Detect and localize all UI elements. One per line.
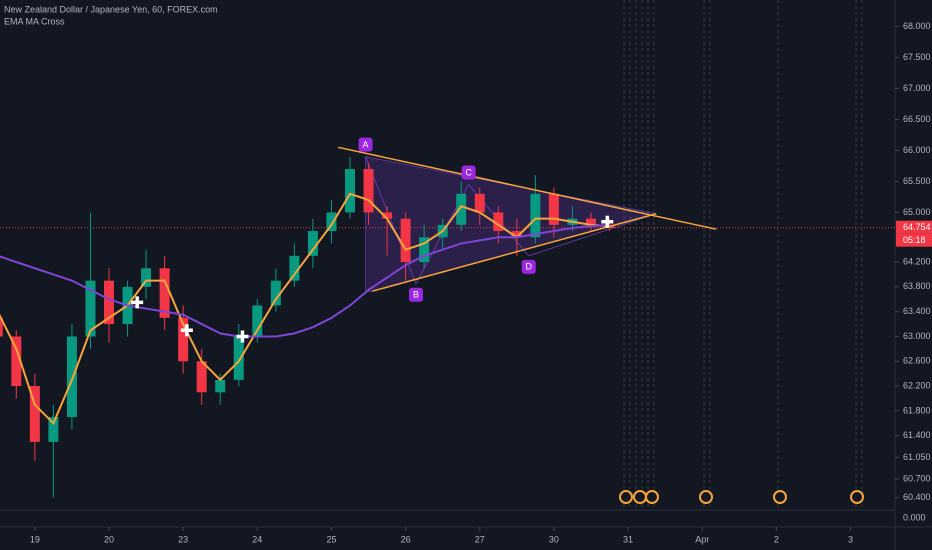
candle-body [326, 212, 337, 232]
candle-body [233, 336, 244, 380]
candle-body [215, 379, 226, 393]
candle-body [511, 231, 522, 238]
last-price-label: 64.754 [903, 222, 931, 232]
y-tick-label: 64.200 [903, 256, 931, 266]
candle-body [456, 193, 467, 225]
y-tick-label: 60.700 [903, 473, 931, 483]
candle-body [585, 218, 596, 225]
candle-body [66, 336, 77, 418]
candle-body [48, 417, 59, 442]
y-tick-label: 60.400 [903, 492, 931, 502]
ema-line [0, 192, 610, 426]
candle-body [419, 237, 430, 263]
x-tick-label: Apr [695, 534, 709, 544]
y-tick-label: 62.200 [903, 380, 931, 390]
cross-marker [180, 324, 193, 337]
x-tick-label: 24 [252, 534, 262, 544]
x-tick-label: 3 [848, 534, 853, 544]
pattern-point-label: C [465, 167, 472, 177]
cross-marker [601, 215, 614, 228]
pattern-zigzag [365, 156, 657, 285]
candle-body [104, 280, 115, 325]
y-tick-label: 61.400 [903, 430, 931, 440]
y-tick-label: 65.000 [903, 207, 931, 217]
candle-body [0, 317, 3, 337]
y-tick-label: 66.500 [903, 114, 931, 124]
candle-body [363, 169, 374, 213]
candle-body [548, 193, 559, 225]
candle-body [493, 212, 504, 232]
pattern-point-box [461, 165, 476, 180]
chart-title: New Zealand Dollar / Japanese Yen, 60, F… [4, 4, 218, 14]
pattern-point-box [521, 259, 536, 274]
y-tick-label: 63.000 [903, 331, 931, 341]
x-tick-label: 31 [623, 534, 633, 544]
candle-body [382, 212, 393, 219]
candle-body [141, 268, 152, 287]
pattern-point-box [358, 137, 373, 152]
events [619, 490, 864, 504]
x-tick-label: 30 [549, 534, 559, 544]
candle-body [270, 280, 281, 306]
y-tick-label: 61.800 [903, 405, 931, 415]
cross-marker [236, 330, 249, 343]
y-tick-label: 63.400 [903, 306, 931, 316]
y-tick-label: 67.000 [903, 83, 931, 93]
candle-body [159, 268, 170, 318]
pattern-point-box [408, 287, 423, 302]
trend-line [337, 146, 717, 230]
pattern-point-label: B [413, 290, 419, 300]
ema-line [0, 223, 610, 338]
y-tick-label: 67.500 [903, 52, 931, 62]
pattern-point-label: D [525, 262, 532, 272]
y-tick-label: 61.050 [903, 452, 931, 462]
y-tick-label: 66.000 [903, 145, 931, 155]
volume-axis-label: 0.000 [903, 512, 926, 522]
candle-body [474, 193, 485, 213]
x-tick-label: 25 [326, 534, 336, 544]
x-tick-label: 23 [178, 534, 188, 544]
x-tick-label: 27 [475, 534, 485, 544]
y-tick-label: 68.000 [903, 21, 931, 31]
candle-body [196, 361, 207, 393]
x-tick-label: 2 [774, 534, 779, 544]
candle-body [400, 218, 411, 263]
y-tick-label: 65.500 [903, 176, 931, 186]
candle-body [29, 386, 40, 442]
y-tick-label: 63.800 [903, 281, 931, 291]
indicator-name: EMA MA Cross [4, 16, 65, 26]
candle-body [11, 336, 22, 387]
x-tick-label: 20 [104, 534, 114, 544]
countdown-label: 05:18 [903, 235, 926, 245]
cross-marker [131, 296, 144, 309]
y-tick-label: 62.600 [903, 356, 931, 366]
x-tick-label: 19 [30, 534, 40, 544]
candle-body [530, 193, 541, 238]
countdown-tag [896, 233, 932, 247]
candle-body [344, 169, 355, 213]
future-markers [623, 0, 863, 510]
pattern-point-label: A [363, 140, 369, 150]
last-price-tag [896, 220, 932, 234]
candle-body [289, 255, 300, 281]
candle-body [307, 231, 318, 256]
candle-body [85, 280, 96, 337]
x-tick-label: 26 [401, 534, 411, 544]
candle-body [252, 305, 263, 337]
candle-body [178, 317, 189, 362]
